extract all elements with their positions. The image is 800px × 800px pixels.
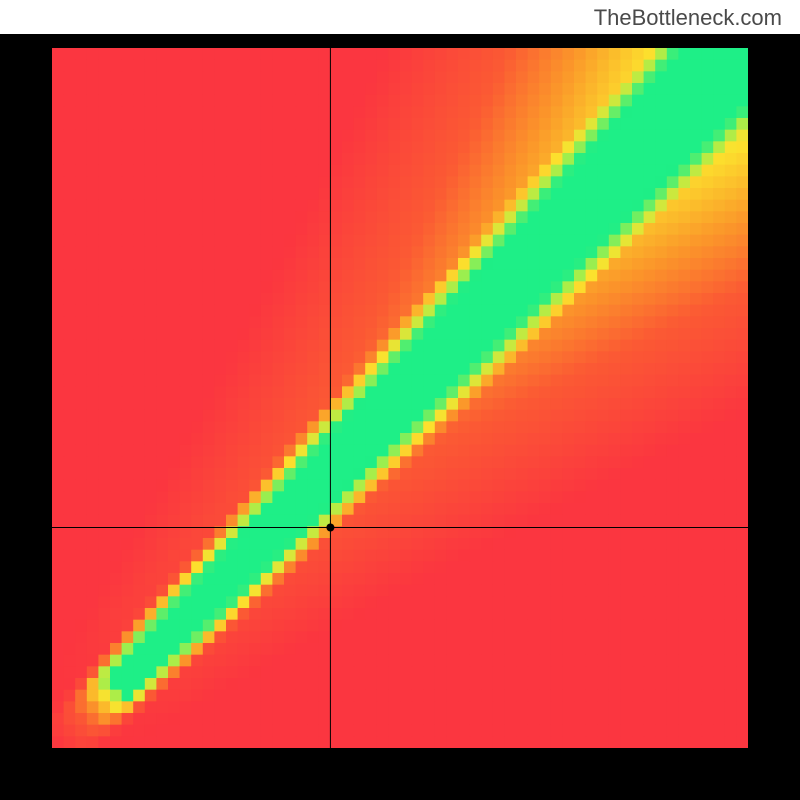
outer-black-frame [0,34,800,800]
heatmap-cells [52,48,748,748]
heatmap-svg [52,48,748,748]
heatmap-plot [52,48,748,748]
chart-container: TheBottleneck.com [0,0,800,800]
watermark-text: TheBottleneck.com [594,5,782,31]
